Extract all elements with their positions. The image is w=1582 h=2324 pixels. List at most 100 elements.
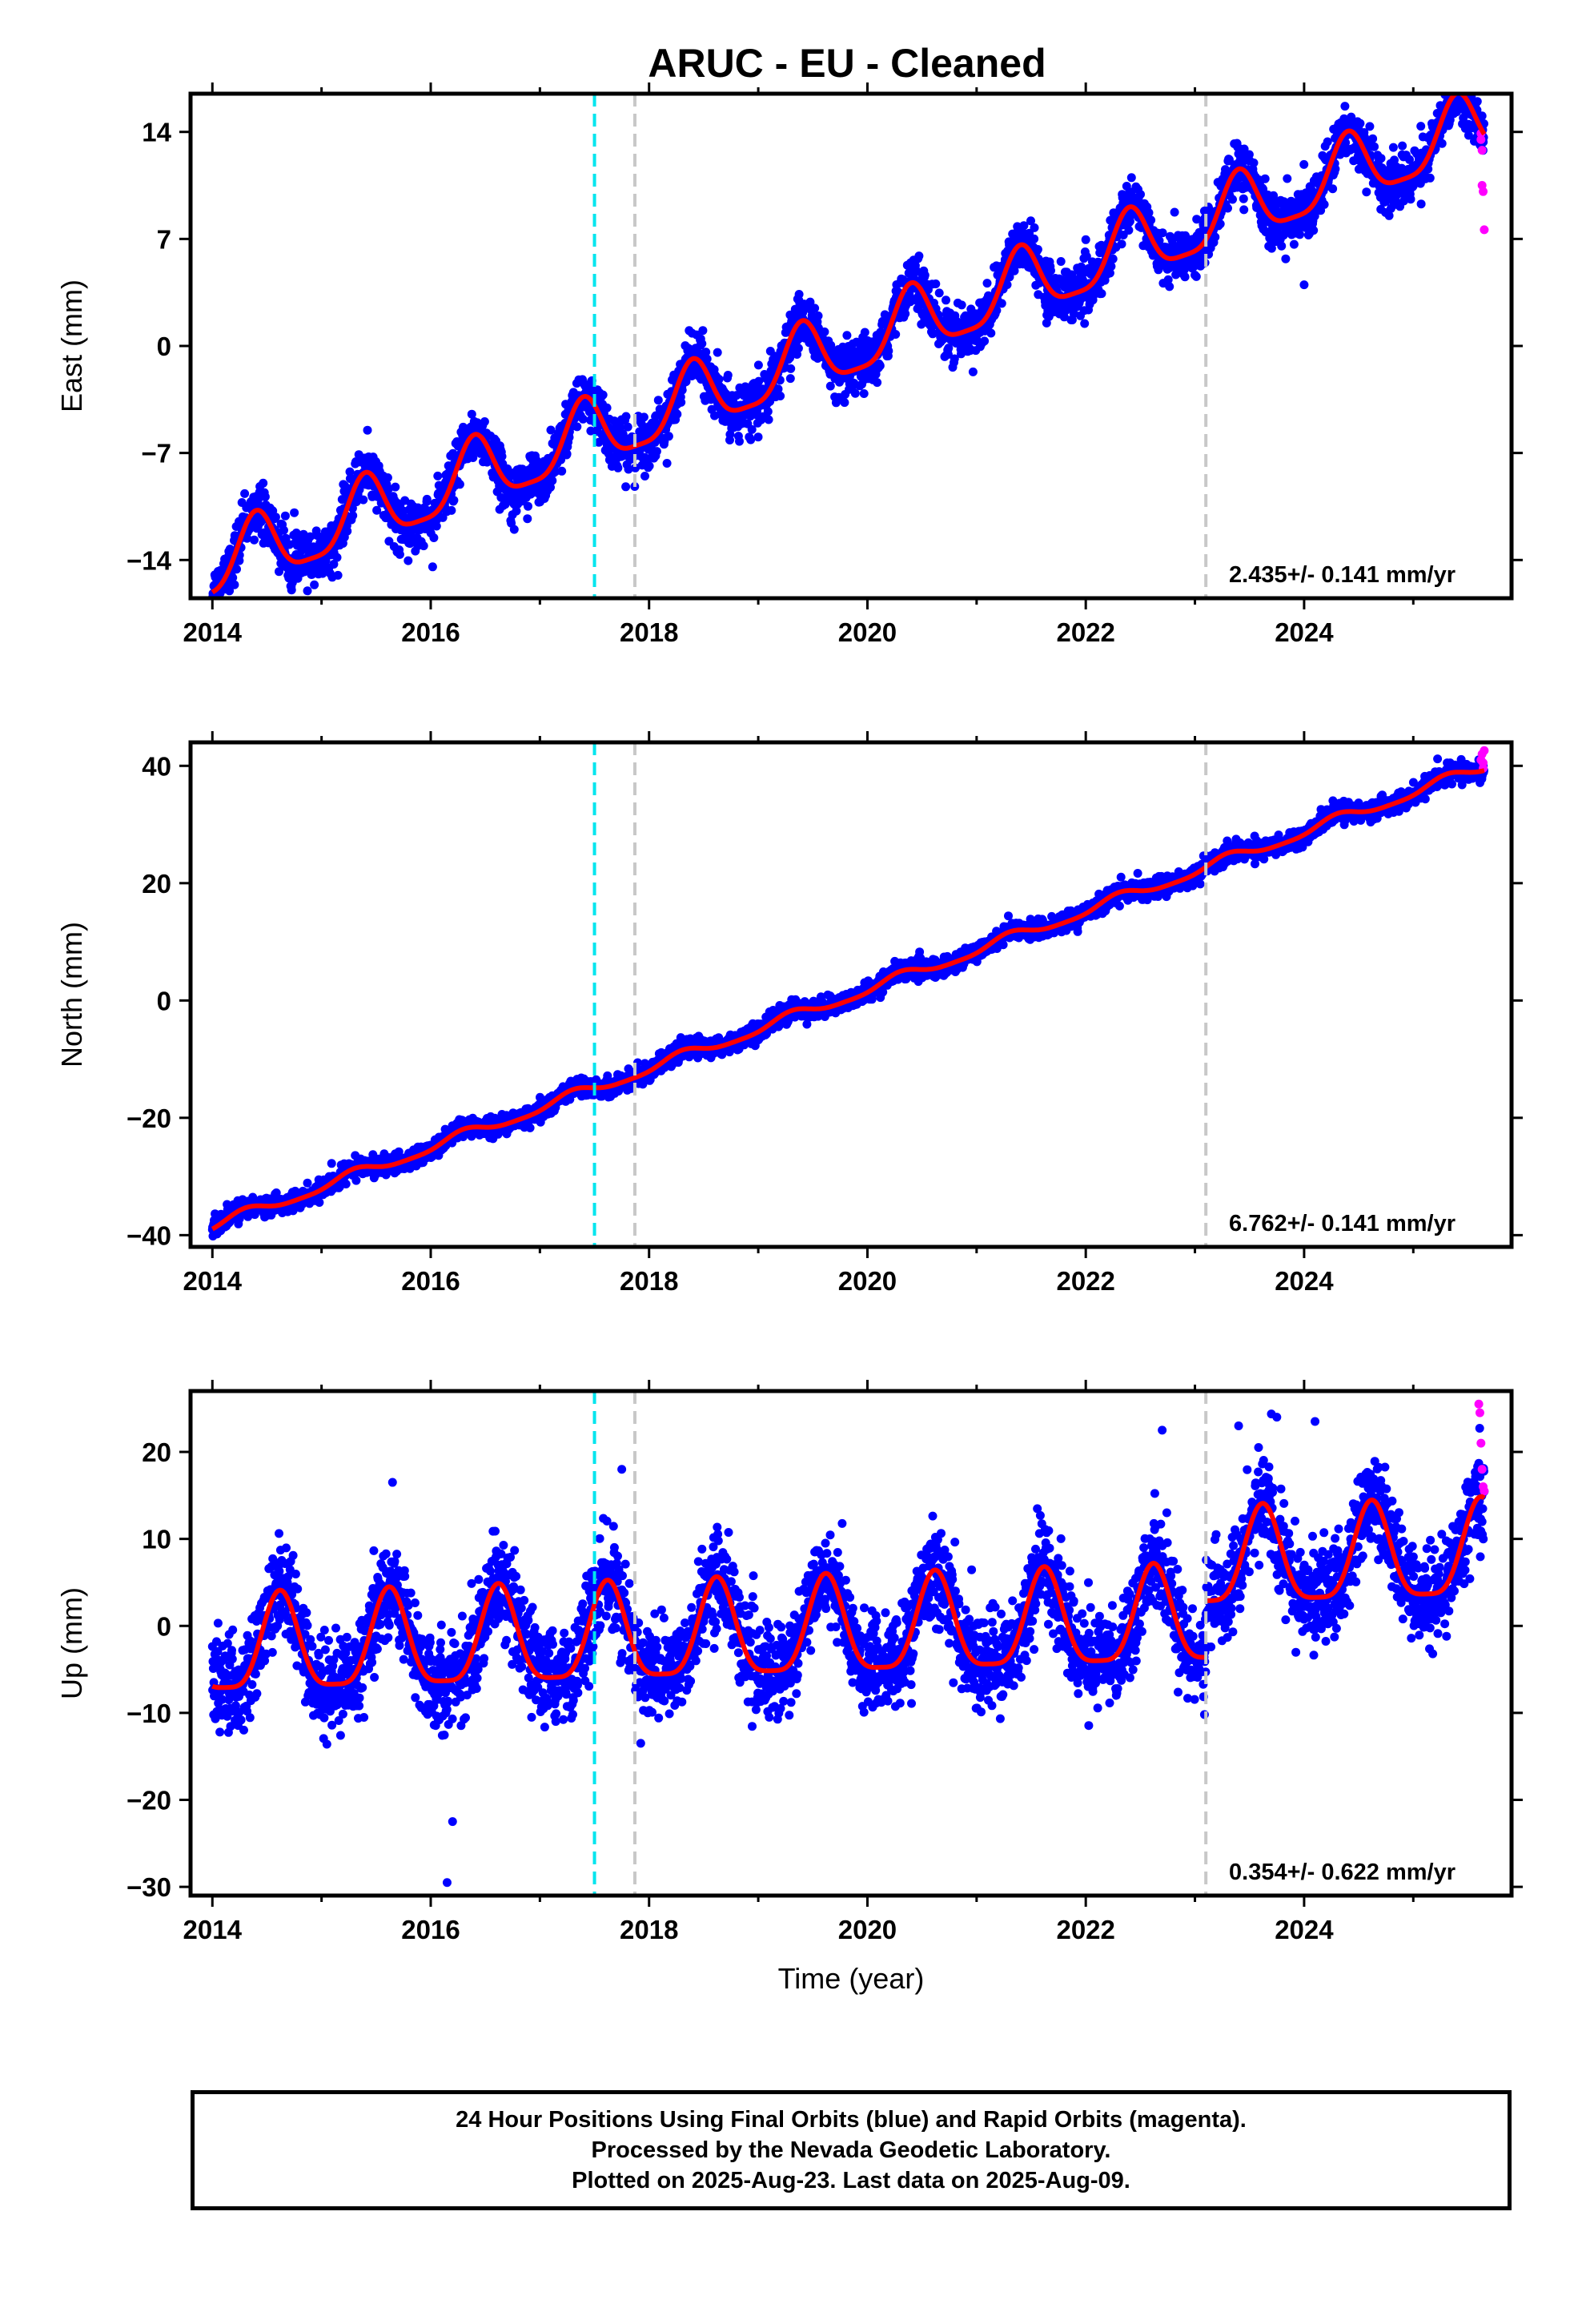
data-point [701,348,711,357]
data-point [1106,262,1116,271]
data-point [621,412,631,421]
data-point [1026,216,1035,226]
data-point [1323,137,1332,147]
data-point [986,328,996,338]
final-orbit-points [207,754,1488,1240]
y-tick-label: 7 [157,224,171,254]
data-point [982,279,992,288]
data-point [602,403,612,412]
data-point [315,1198,324,1207]
data-point [428,562,437,572]
data-point [997,299,1006,308]
chart-title: ARUC - EU - Cleaned [648,41,1046,86]
data-point [623,422,632,432]
data-point [1340,102,1350,111]
data-point [578,414,588,424]
data-point [1362,187,1371,197]
data-point [884,346,893,356]
data-point [968,367,978,376]
data-point [1117,239,1126,249]
data-point [850,388,860,398]
data-point [260,492,270,501]
data-point [480,417,489,426]
data-point [805,297,815,307]
rate-annotation: 2.435+/- 0.141 mm/yr [1229,562,1456,588]
data-point [1437,139,1447,148]
data-point [433,471,443,480]
data-point [345,467,355,476]
data-point [546,483,555,492]
data-point [215,601,223,609]
data-point [1319,199,1329,209]
data-point [1309,226,1319,235]
data-point [1406,195,1415,204]
data-point [1299,159,1309,169]
data-point [1458,73,1467,82]
data-point [723,371,733,380]
data-point [1450,80,1459,89]
data-point [332,553,342,562]
data-point [825,381,835,391]
data-point [794,290,804,299]
data-point [1019,221,1029,231]
data-point [509,525,519,534]
data-point [928,329,938,339]
data-point [1384,211,1394,220]
data-point [429,533,439,542]
data-point [714,375,724,384]
y-tick-label: −7 [141,439,171,468]
data-point [813,311,823,320]
y-axis-label: East (mm) [55,279,88,412]
data-point [639,412,648,422]
data-point [698,326,708,336]
data-point [455,480,464,489]
plot-area [208,73,1489,617]
data-point [363,425,372,435]
data-point [950,354,959,364]
data-point [1368,134,1378,143]
data-point [840,398,849,408]
data-point [209,608,218,617]
data-point [279,525,288,535]
data-point [1124,226,1134,235]
data-point [1464,131,1473,140]
data-point [1005,272,1014,282]
plot-area [207,742,1489,1247]
data-point [662,459,672,468]
data-point [1136,190,1145,199]
data-point [713,348,722,357]
data-point [288,1206,298,1216]
data-point [351,1176,361,1185]
data-point [449,496,459,505]
data-point [1030,234,1039,243]
data-point [702,354,712,364]
data-point [1056,257,1066,266]
data-point [1170,207,1179,217]
data-point [753,432,763,442]
data-point [810,304,820,313]
data-point [1388,143,1398,152]
data-point [1030,223,1039,232]
data-point [943,350,953,359]
data-point [230,580,239,589]
data-point [404,556,413,565]
data-point [1416,122,1426,131]
data-point [1163,275,1173,284]
data-point [1299,280,1309,290]
data-point [1069,308,1078,318]
data-point [820,327,829,336]
data-point [640,472,649,480]
data-point [842,331,852,340]
data-point [1456,79,1465,88]
data-point [523,514,532,524]
data-point [1046,266,1055,275]
data-point [785,353,795,363]
data-point [1390,155,1399,165]
data-point [372,505,382,515]
data-point [891,330,901,339]
data-point [1472,97,1482,107]
data-point [873,378,882,388]
data-point [773,384,783,394]
data-point [1239,144,1249,154]
